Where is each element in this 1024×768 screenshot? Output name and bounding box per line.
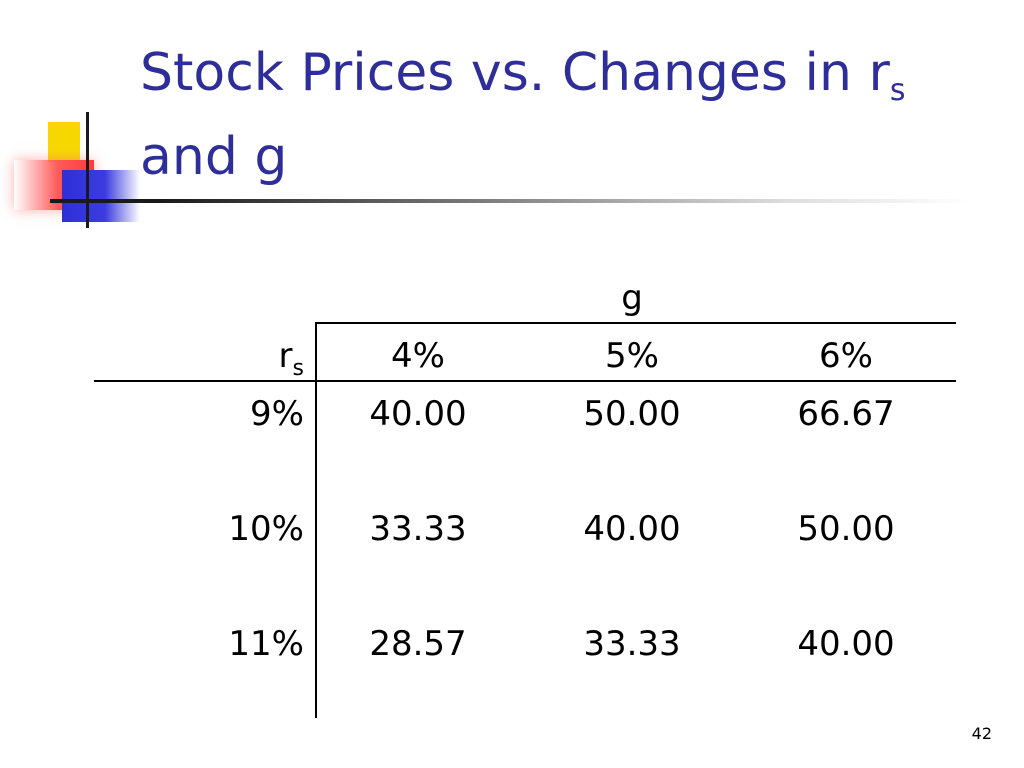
table-cell: 40.00 bbox=[583, 509, 681, 549]
table-cell: 50.00 bbox=[583, 394, 681, 434]
table-cell: 50.00 bbox=[797, 509, 895, 549]
rs-row-label: 10% bbox=[228, 509, 304, 549]
table-vertical-rule bbox=[315, 322, 317, 718]
title-line2: and g bbox=[140, 127, 288, 187]
blue-square-decoration bbox=[62, 170, 140, 222]
rs-header-main: r bbox=[278, 336, 293, 376]
table-cell: 40.00 bbox=[369, 394, 467, 434]
title-subscript: s bbox=[889, 73, 906, 108]
g-column-header: 4% bbox=[391, 336, 445, 376]
rs-row-label: 11% bbox=[228, 624, 304, 664]
table-cell: 33.33 bbox=[369, 509, 467, 549]
table-cell: 40.00 bbox=[797, 624, 895, 664]
yellow-square-decoration bbox=[48, 122, 80, 162]
table-cell: 66.67 bbox=[797, 394, 895, 434]
g-header: g bbox=[621, 278, 643, 318]
slide-decoration bbox=[0, 0, 160, 240]
page-number: 42 bbox=[971, 724, 992, 743]
title-underline bbox=[50, 199, 970, 203]
table-cell: 33.33 bbox=[583, 624, 681, 664]
g-column-header: 5% bbox=[605, 336, 659, 376]
table-cell: 28.57 bbox=[369, 624, 467, 664]
rs-header-subscript: s bbox=[292, 356, 304, 381]
table-column-header-rule bbox=[94, 380, 956, 382]
g-column-header: 6% bbox=[819, 336, 873, 376]
title-main: Stock Prices vs. Changes in r bbox=[140, 43, 890, 103]
table-header-rule bbox=[316, 322, 956, 324]
rs-row-label: 9% bbox=[250, 394, 304, 434]
rs-header: rs bbox=[184, 336, 304, 389]
decoration-vertical-line bbox=[86, 112, 89, 228]
slide-title: Stock Prices vs. Changes in rs and g bbox=[140, 40, 1000, 190]
